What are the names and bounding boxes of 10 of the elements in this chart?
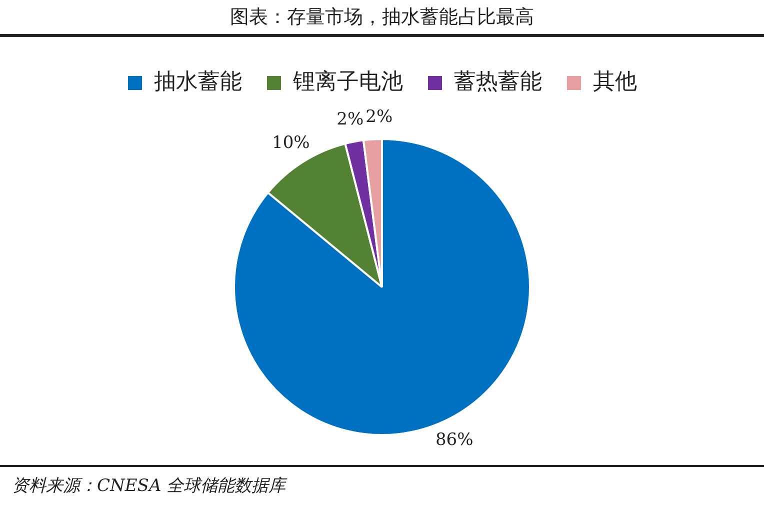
legend-label: 锂离子电池 [292,70,403,95]
legend-label: 抽水蓄能 [154,70,242,95]
chart-title: 图表：存量市场，抽水蓄能占比最高 [229,5,535,30]
data-label: 2% [336,109,364,130]
legend-label: 其他 [593,70,637,95]
text: 资料来源：CNESA 全球储能数据库 [12,475,286,497]
data-label: 2% [366,106,393,127]
data-label: 86% [435,430,474,450]
legend-label: 蓄热蓄能 [454,70,542,95]
data-label: 10% [272,132,310,153]
